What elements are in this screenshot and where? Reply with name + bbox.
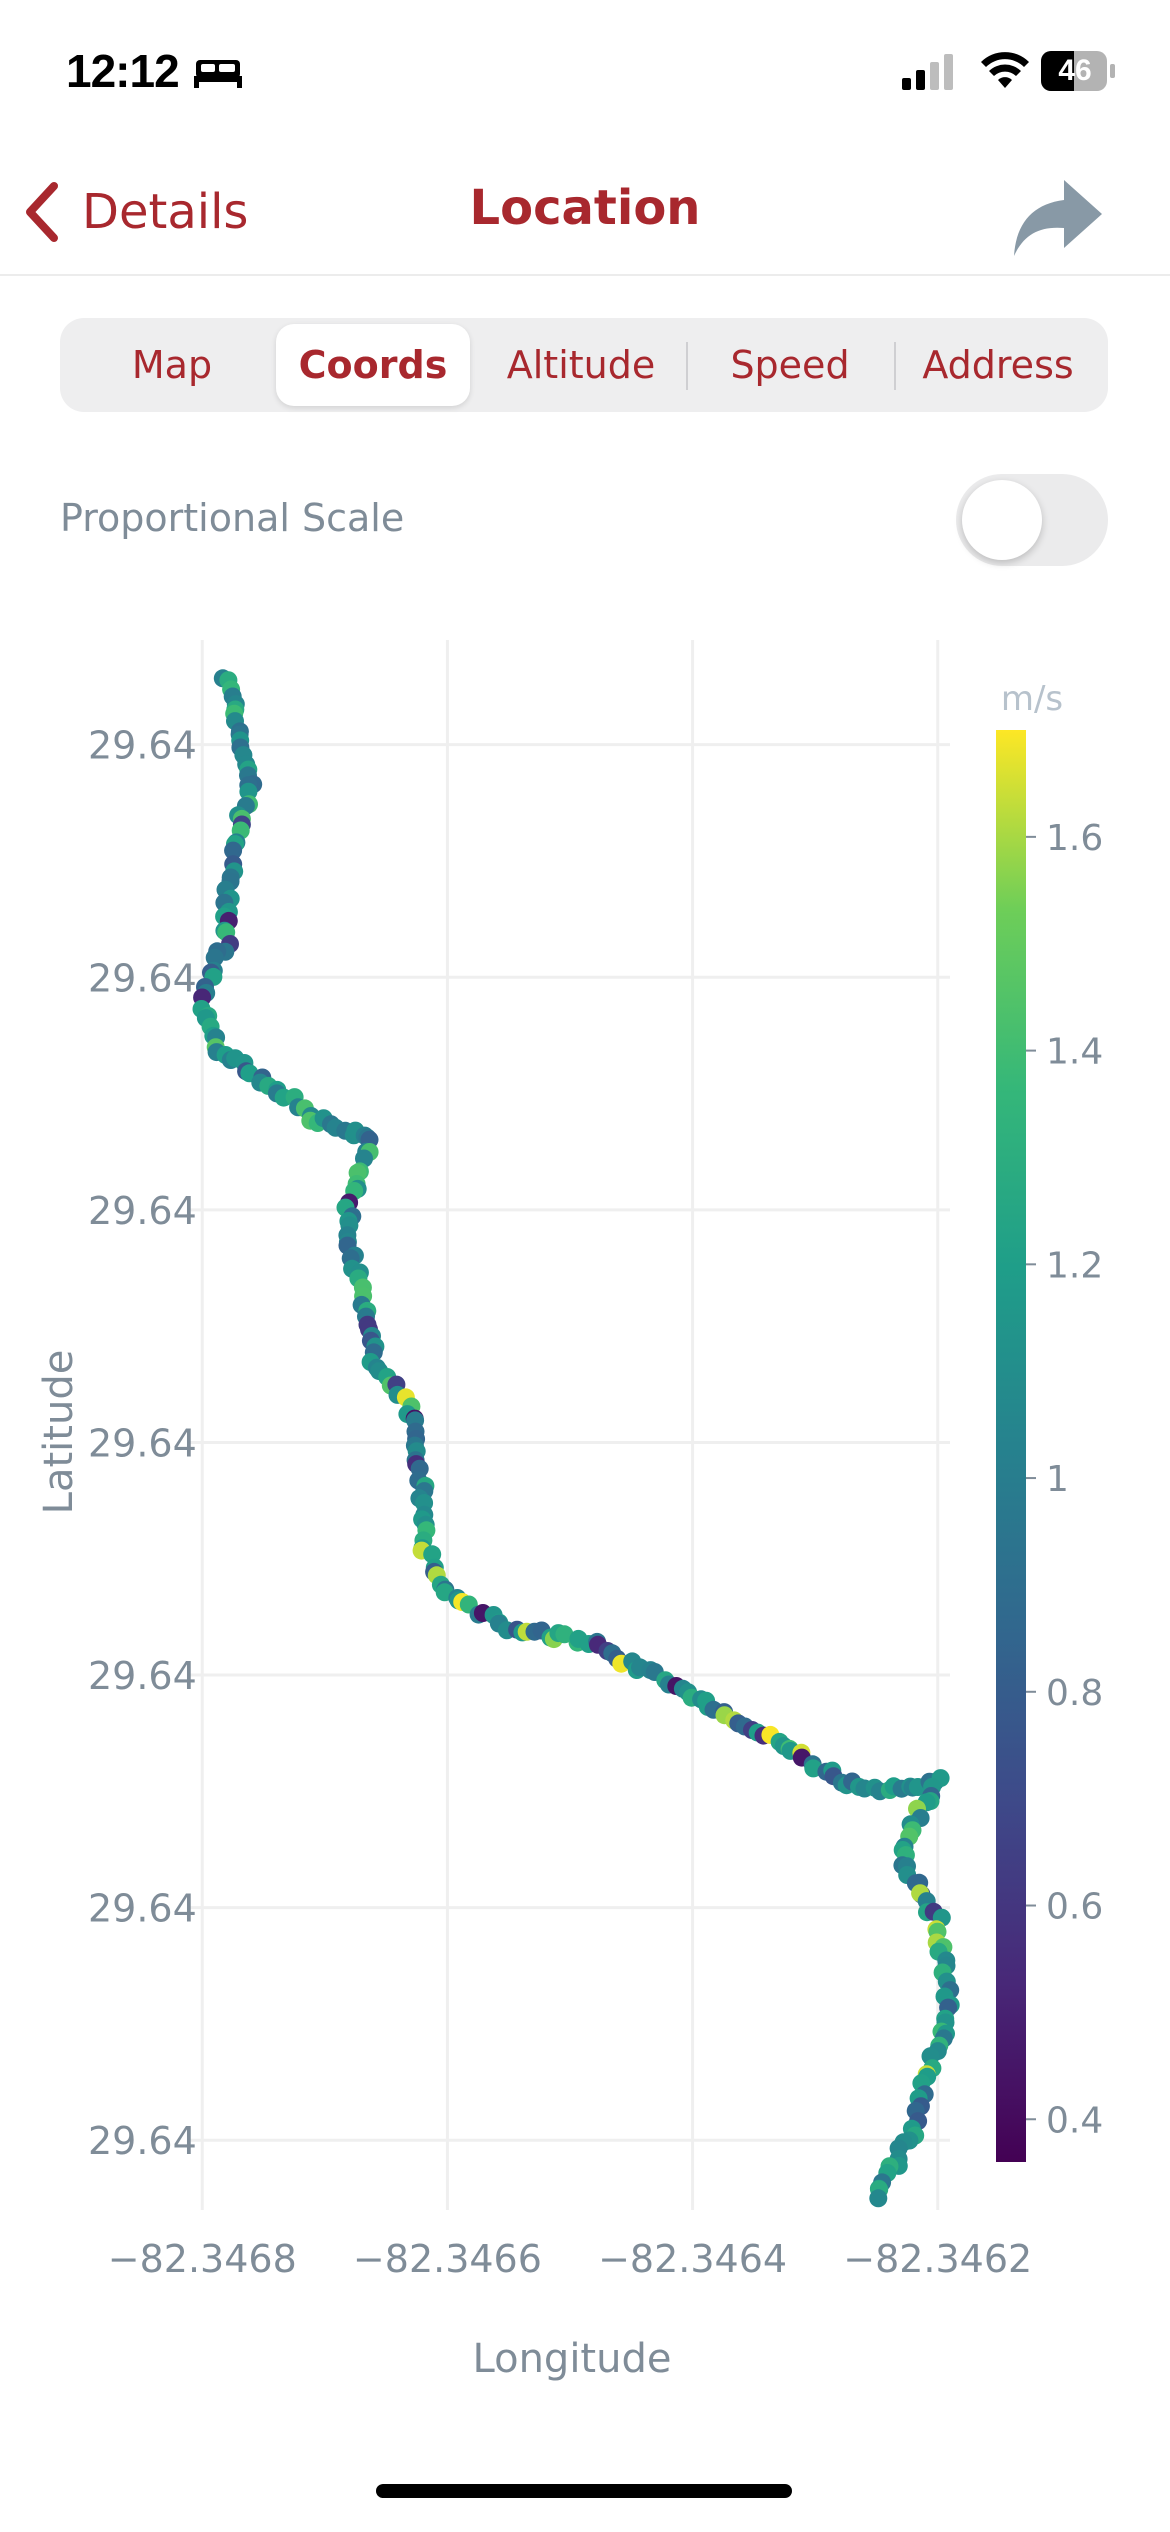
tab-coords[interactable]: Coords [276, 324, 470, 406]
x-tick-label: −82.3466 [353, 2237, 542, 2281]
battery-percentage: 46 [1058, 54, 1092, 87]
colorbar-tick-label: 1.2 [1046, 1245, 1103, 1286]
x-tick-label: −82.3468 [108, 2237, 297, 2281]
segment-divider [686, 342, 688, 390]
tab-speed[interactable]: Speed [730, 343, 850, 387]
proportional-scale-toggle[interactable] [956, 474, 1108, 566]
tab-map[interactable]: Map [131, 343, 213, 387]
proportional-scale-label: Proportional Scale [60, 496, 405, 540]
colorbar [996, 730, 1026, 2162]
track-point[interactable] [205, 948, 224, 967]
chevron-left-icon [26, 182, 58, 242]
y-tick-label: 29.64 [88, 956, 197, 1000]
y-tick-label: 29.64 [88, 1654, 197, 1698]
x-tick-label: −82.3462 [843, 2237, 1032, 2281]
x-axis-ticks: −82.3468 −82.3466 −82.3464 −82.3462 [108, 2237, 1032, 2281]
y-tick-label: 29.64 [88, 2119, 197, 2163]
colorbar-tick-label: 0.4 [1046, 2100, 1103, 2141]
y-tick-label: 29.64 [88, 1887, 197, 1931]
x-axis-label: Longitude [473, 2336, 672, 2382]
track-point[interactable] [555, 1625, 574, 1644]
y-tick-label: 29.64 [88, 1189, 197, 1233]
tab-altitude[interactable]: Altitude [506, 343, 656, 387]
colorbar-title: m/s [1001, 679, 1063, 719]
toggle-knob [962, 480, 1042, 560]
share-arrow-icon[interactable] [1010, 174, 1106, 262]
colorbar-tick-label: 0.6 [1046, 1887, 1103, 1928]
y-tick-label: 29.64 [88, 1421, 197, 1465]
back-button-label: Details [82, 184, 249, 240]
x-tick-label: −82.3464 [598, 2237, 787, 2281]
status-bar: 12:12 46 [0, 0, 1170, 150]
coords-scatter-chart: 29.64 29.64 29.64 29.64 29.64 29.64 29.64 −82.… [36, 640, 1103, 2382]
colorbar-tick-label: 1.6 [1046, 818, 1103, 859]
track-point[interactable] [224, 841, 243, 860]
colorbar-tick-label: 1 [1046, 1459, 1069, 1500]
wifi-icon [981, 52, 1029, 88]
home-indicator [376, 2484, 792, 2498]
track-point[interactable] [869, 2189, 888, 2208]
track-point[interactable] [423, 1545, 442, 1564]
y-axis-ticks: 29.64 29.64 29.64 29.64 29.64 29.64 29.64 [88, 724, 197, 2164]
view-segmented-control: Map Coords Altitude Speed Address [60, 318, 1108, 412]
tab-address[interactable]: Address [922, 343, 1074, 387]
y-axis-label: Latitude [36, 1350, 82, 1515]
chart-grid [190, 640, 950, 2210]
colorbar-tick-label: 1.4 [1046, 1032, 1103, 1073]
colorbar-tick-label: 0.8 [1046, 1673, 1103, 1714]
y-tick-label: 29.64 [88, 724, 197, 768]
bed-icon [194, 60, 242, 88]
colorbar-ticks: 0.4 0.6 0.8 1 1.2 1.4 1.6 [1026, 818, 1103, 2141]
track-points[interactable] [192, 669, 960, 2208]
battery-icon [1041, 51, 1115, 91]
back-button[interactable]: Details [22, 172, 248, 252]
segment-divider [894, 342, 896, 390]
cellular-signal-icon [902, 54, 953, 90]
navigation-bar: Details Location [0, 150, 1170, 276]
status-time: 12:12 [66, 45, 180, 97]
